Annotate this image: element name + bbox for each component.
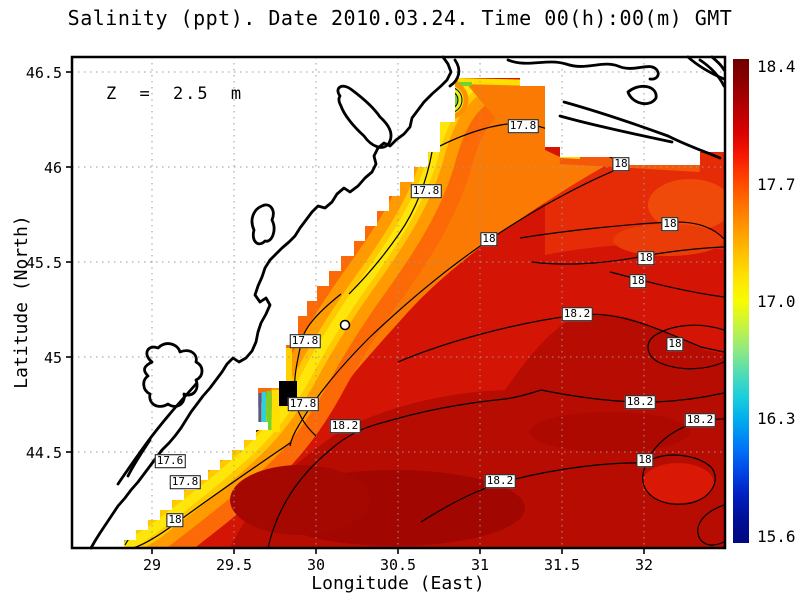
contour-label: 17.8 bbox=[289, 334, 321, 348]
chart-title: Salinity (ppt). Date 2010.03.24. Time 00… bbox=[67, 6, 733, 30]
contour-label: 17.8 bbox=[507, 119, 539, 133]
corner-coast-2 bbox=[710, 55, 726, 72]
y-tick-label: 44.5 bbox=[25, 444, 62, 462]
tendra-coast-1 bbox=[506, 58, 660, 81]
estuary-hook bbox=[448, 58, 461, 88]
contour-label: 18 bbox=[666, 337, 684, 351]
contour-label: 17.8 bbox=[169, 475, 201, 489]
y-tick-label: 46 bbox=[43, 159, 62, 177]
contour-label: 17.6 bbox=[154, 454, 186, 468]
x-tick-label: 30.5 bbox=[379, 556, 417, 574]
x-tick-label: 29.5 bbox=[215, 556, 253, 574]
x-tick-label: 30 bbox=[306, 556, 326, 574]
contour-label: 18 bbox=[637, 251, 655, 265]
contour-label: 18.2 bbox=[684, 413, 716, 427]
y-tick-label: 46.5 bbox=[25, 64, 62, 82]
station-marker bbox=[339, 319, 351, 331]
x-tick-label: 31.5 bbox=[543, 556, 581, 574]
x-axis-label: Longitude (East) bbox=[311, 573, 485, 594]
y-tick-label: 45.5 bbox=[25, 254, 62, 272]
x-tick-label: 32 bbox=[634, 556, 654, 574]
colorbar-tick-label: 18.4 bbox=[757, 57, 796, 76]
coastline bbox=[89, 55, 726, 550]
dniester-lagoon bbox=[142, 342, 204, 408]
y-tick-label: 45 bbox=[43, 349, 62, 367]
x-tick-label: 29 bbox=[142, 556, 162, 574]
contour-label: 17.8 bbox=[287, 397, 319, 411]
colorbar-tick-label: 17.7 bbox=[757, 175, 796, 194]
tylihul-lagoon bbox=[250, 203, 276, 246]
corner-coast-3 bbox=[686, 55, 726, 81]
colorbar-tick-label: 16.3 bbox=[757, 409, 796, 428]
contour-label: 17.8 bbox=[410, 184, 442, 198]
contour-label: 18.2 bbox=[561, 307, 593, 321]
corner-coast-1 bbox=[698, 58, 726, 88]
tendra-coast-2 bbox=[626, 84, 658, 106]
contour-label: 18 bbox=[636, 453, 654, 467]
contour-label: 18.2 bbox=[624, 395, 656, 409]
dniester-spit bbox=[116, 382, 198, 486]
contour-label: 18 bbox=[629, 274, 647, 288]
colorbar bbox=[733, 59, 749, 543]
axis-ticks bbox=[66, 71, 645, 554]
contour-label: 18 bbox=[166, 513, 184, 527]
tendra-spit-3 bbox=[666, 134, 722, 160]
berezan-island bbox=[336, 84, 393, 149]
contour-label: 18 bbox=[480, 232, 498, 246]
tendra-spit-1 bbox=[562, 100, 670, 138]
colorbar-tick-label: 17.0 bbox=[757, 292, 796, 311]
depth-annotation: Z = 2.5 m bbox=[106, 84, 244, 104]
tendra-spit-2 bbox=[558, 114, 674, 144]
dniester-spit-2 bbox=[126, 438, 152, 478]
x-tick-label: 31 bbox=[470, 556, 490, 574]
contour-label: 18.2 bbox=[484, 474, 516, 488]
contour-label: 18 bbox=[612, 157, 630, 171]
contour-label: 18.2 bbox=[329, 419, 361, 433]
contour-label: 18 bbox=[661, 217, 679, 231]
y-axis-label: Latitude (North) bbox=[11, 215, 32, 389]
colorbar-tick-label: 15.6 bbox=[757, 527, 796, 546]
coastline-main bbox=[89, 55, 453, 550]
